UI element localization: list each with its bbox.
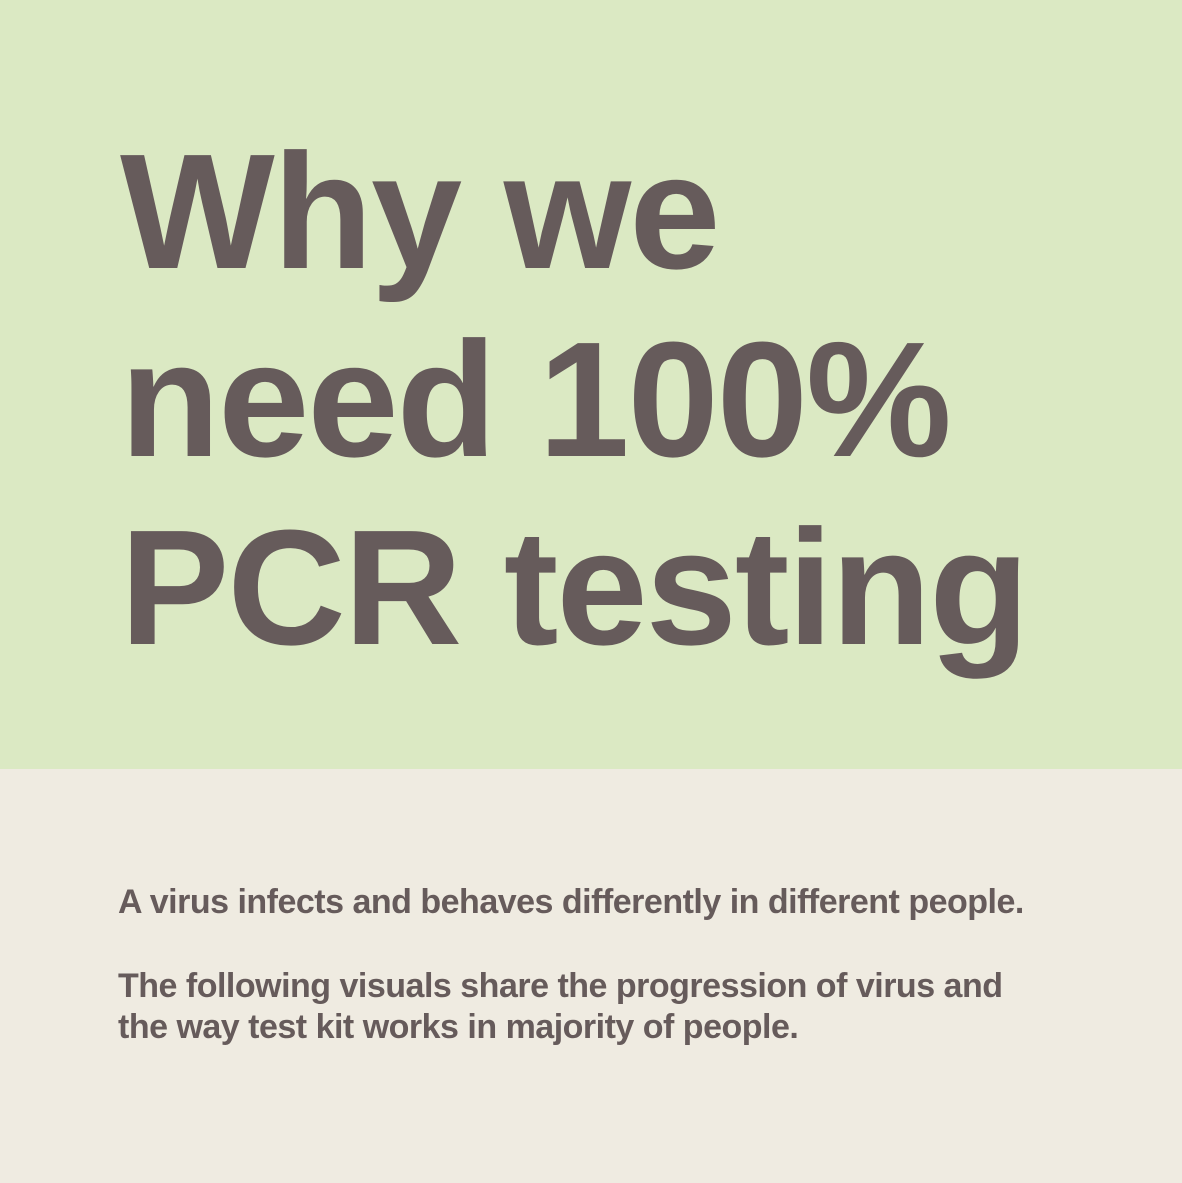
title-line-2: need 100% (120, 308, 952, 491)
description-line-2: the way test kit works in majority of pe… (118, 1008, 799, 1046)
description-paragraph: The following visuals share the progress… (118, 966, 1118, 1048)
description-line-1: The following visuals share the progress… (118, 967, 1003, 1005)
intro-paragraph: A virus infects and behaves differently … (118, 883, 1024, 921)
title-line-3: PCR testing (120, 496, 1029, 679)
header-panel: Why we need 100% PCR testing (0, 0, 1182, 769)
title-line-1: Why we (120, 120, 721, 303)
content-panel (0, 769, 1182, 1183)
